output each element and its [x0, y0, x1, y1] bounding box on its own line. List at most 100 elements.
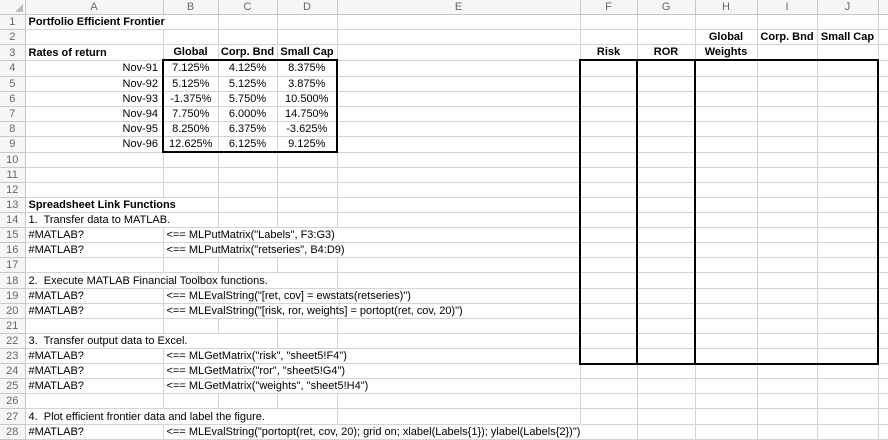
row-header-28[interactable]: 28 [0, 424, 26, 440]
cell-weights-output[interactable] [694, 272, 758, 289]
cell[interactable] [163, 167, 219, 183]
cell-a23-matlab[interactable]: #MATLAB? [25, 348, 164, 365]
cell-a9-date[interactable]: Nov-96 [25, 136, 164, 153]
cell[interactable] [878, 424, 888, 440]
cell-c9[interactable]: 6.125% [218, 136, 278, 154]
cell[interactable] [878, 348, 888, 365]
cell[interactable] [637, 393, 696, 410]
cell-weights-output[interactable] [757, 152, 818, 168]
cell-risk-output[interactable] [579, 212, 638, 229]
cell[interactable] [277, 167, 338, 183]
cell-risk-output[interactable] [579, 59, 638, 77]
cell[interactable] [878, 272, 888, 289]
cell-a28-matlab[interactable]: #MATLAB? [25, 424, 164, 440]
col-header-h[interactable]: H [695, 0, 758, 16]
col-header-j[interactable]: J [817, 0, 879, 16]
cell[interactable] [695, 408, 758, 425]
col-header-c[interactable]: C [218, 0, 278, 16]
row-header-15[interactable]: 15 [0, 227, 26, 244]
cell[interactable] [580, 393, 638, 410]
cell[interactable] [817, 14, 879, 31]
cell[interactable] [277, 182, 338, 198]
cell[interactable] [163, 393, 219, 410]
cell[interactable] [637, 424, 696, 440]
row-header-21[interactable]: 21 [0, 318, 26, 334]
cell[interactable] [695, 363, 758, 380]
cell-a4-date[interactable]: Nov-91 [25, 60, 164, 77]
cell[interactable] [580, 363, 638, 380]
cell-ror-output[interactable] [637, 136, 696, 153]
cell-weights-output[interactable] [694, 333, 758, 350]
cell-ror-output[interactable] [637, 121, 696, 137]
row-header-25[interactable]: 25 [0, 378, 26, 395]
cell[interactable] [817, 424, 879, 440]
cell[interactable] [218, 257, 278, 274]
cell-weights-output[interactable] [757, 272, 818, 289]
cell-weights-output[interactable] [757, 257, 818, 274]
cell-b6[interactable]: -1.375% [162, 91, 219, 107]
cell-weights-output[interactable] [817, 59, 879, 77]
cell-weights-output[interactable] [694, 76, 758, 92]
cell-h2-global[interactable]: Global [695, 29, 758, 46]
cell[interactable] [878, 212, 888, 229]
cell-weights-output[interactable] [757, 288, 818, 304]
cell-a15-matlab[interactable]: #MATLAB? [25, 227, 164, 244]
cell[interactable] [878, 318, 888, 334]
cell-a3-rates-label[interactable]: Rates of return [25, 44, 164, 61]
row-header-4[interactable]: 4 [0, 60, 26, 77]
cell-b23-formula[interactable]: <== MLGetMatrix("risk", "sheet5!F4") [163, 348, 581, 365]
cell-weights-output[interactable] [694, 182, 758, 198]
row-header-22[interactable]: 22 [0, 333, 26, 350]
cell-a13-section-heading[interactable]: Spreadsheet Link Functions [25, 197, 219, 214]
cell[interactable] [757, 424, 818, 440]
row-header-12[interactable]: 12 [0, 182, 26, 198]
cell[interactable] [637, 408, 696, 425]
cell[interactable] [757, 378, 818, 395]
cell[interactable] [695, 378, 758, 395]
cell[interactable] [337, 393, 581, 410]
cell[interactable] [337, 167, 581, 183]
cell[interactable] [337, 29, 581, 46]
cell-d4[interactable]: 8.375% [277, 59, 338, 77]
cell-a19-matlab[interactable]: #MATLAB? [25, 288, 164, 304]
cell[interactable] [218, 393, 278, 410]
cell[interactable] [580, 14, 638, 31]
cell-risk-output[interactable] [579, 333, 638, 350]
cell[interactable] [277, 393, 338, 410]
cell-weights-output[interactable] [694, 59, 758, 77]
cell-ror-output[interactable] [637, 288, 696, 304]
cell-weights-output[interactable] [694, 167, 758, 183]
cell[interactable] [757, 44, 818, 61]
cell-b9[interactable]: 12.625% [162, 136, 219, 154]
cell-d8[interactable]: -3.625% [277, 121, 338, 137]
cell[interactable] [277, 29, 338, 46]
cell-ror-output[interactable] [637, 318, 696, 334]
cell[interactable] [277, 14, 338, 31]
cell-f3-risk[interactable]: Risk [580, 44, 638, 61]
row-header-10[interactable]: 10 [0, 152, 26, 168]
cell-weights-output[interactable] [694, 303, 758, 319]
cell[interactable] [817, 408, 879, 425]
cell-a14-step1-caption[interactable]: 1. Transfer data to MATLAB. [25, 212, 219, 229]
cell-weights-output[interactable] [694, 242, 758, 259]
cell-risk-output[interactable] [579, 136, 638, 153]
row-header-23[interactable]: 23 [0, 348, 26, 365]
cell[interactable] [695, 393, 758, 410]
cell[interactable] [878, 14, 888, 31]
cell[interactable] [25, 167, 164, 183]
cell[interactable] [337, 408, 581, 425]
cell[interactable] [337, 257, 581, 274]
cell-c4[interactable]: 4.125% [218, 59, 278, 77]
cell-ror-output[interactable] [637, 303, 696, 319]
cell-risk-output[interactable] [579, 91, 638, 107]
cell-weights-output[interactable] [694, 288, 758, 304]
cell[interactable] [218, 182, 278, 198]
cell[interactable] [878, 106, 888, 122]
cell-b16-formula[interactable]: <== MLPutMatrix("retseries", B4:D9) [163, 242, 581, 259]
cell-a18-step2-caption[interactable]: 2. Execute MATLAB Financial Toolbox func… [25, 272, 338, 289]
cell-risk-output[interactable] [579, 288, 638, 304]
cell[interactable] [218, 212, 278, 229]
cell[interactable] [218, 167, 278, 183]
cell-weights-output[interactable] [817, 257, 879, 274]
cell-a20-matlab[interactable]: #MATLAB? [25, 303, 164, 319]
